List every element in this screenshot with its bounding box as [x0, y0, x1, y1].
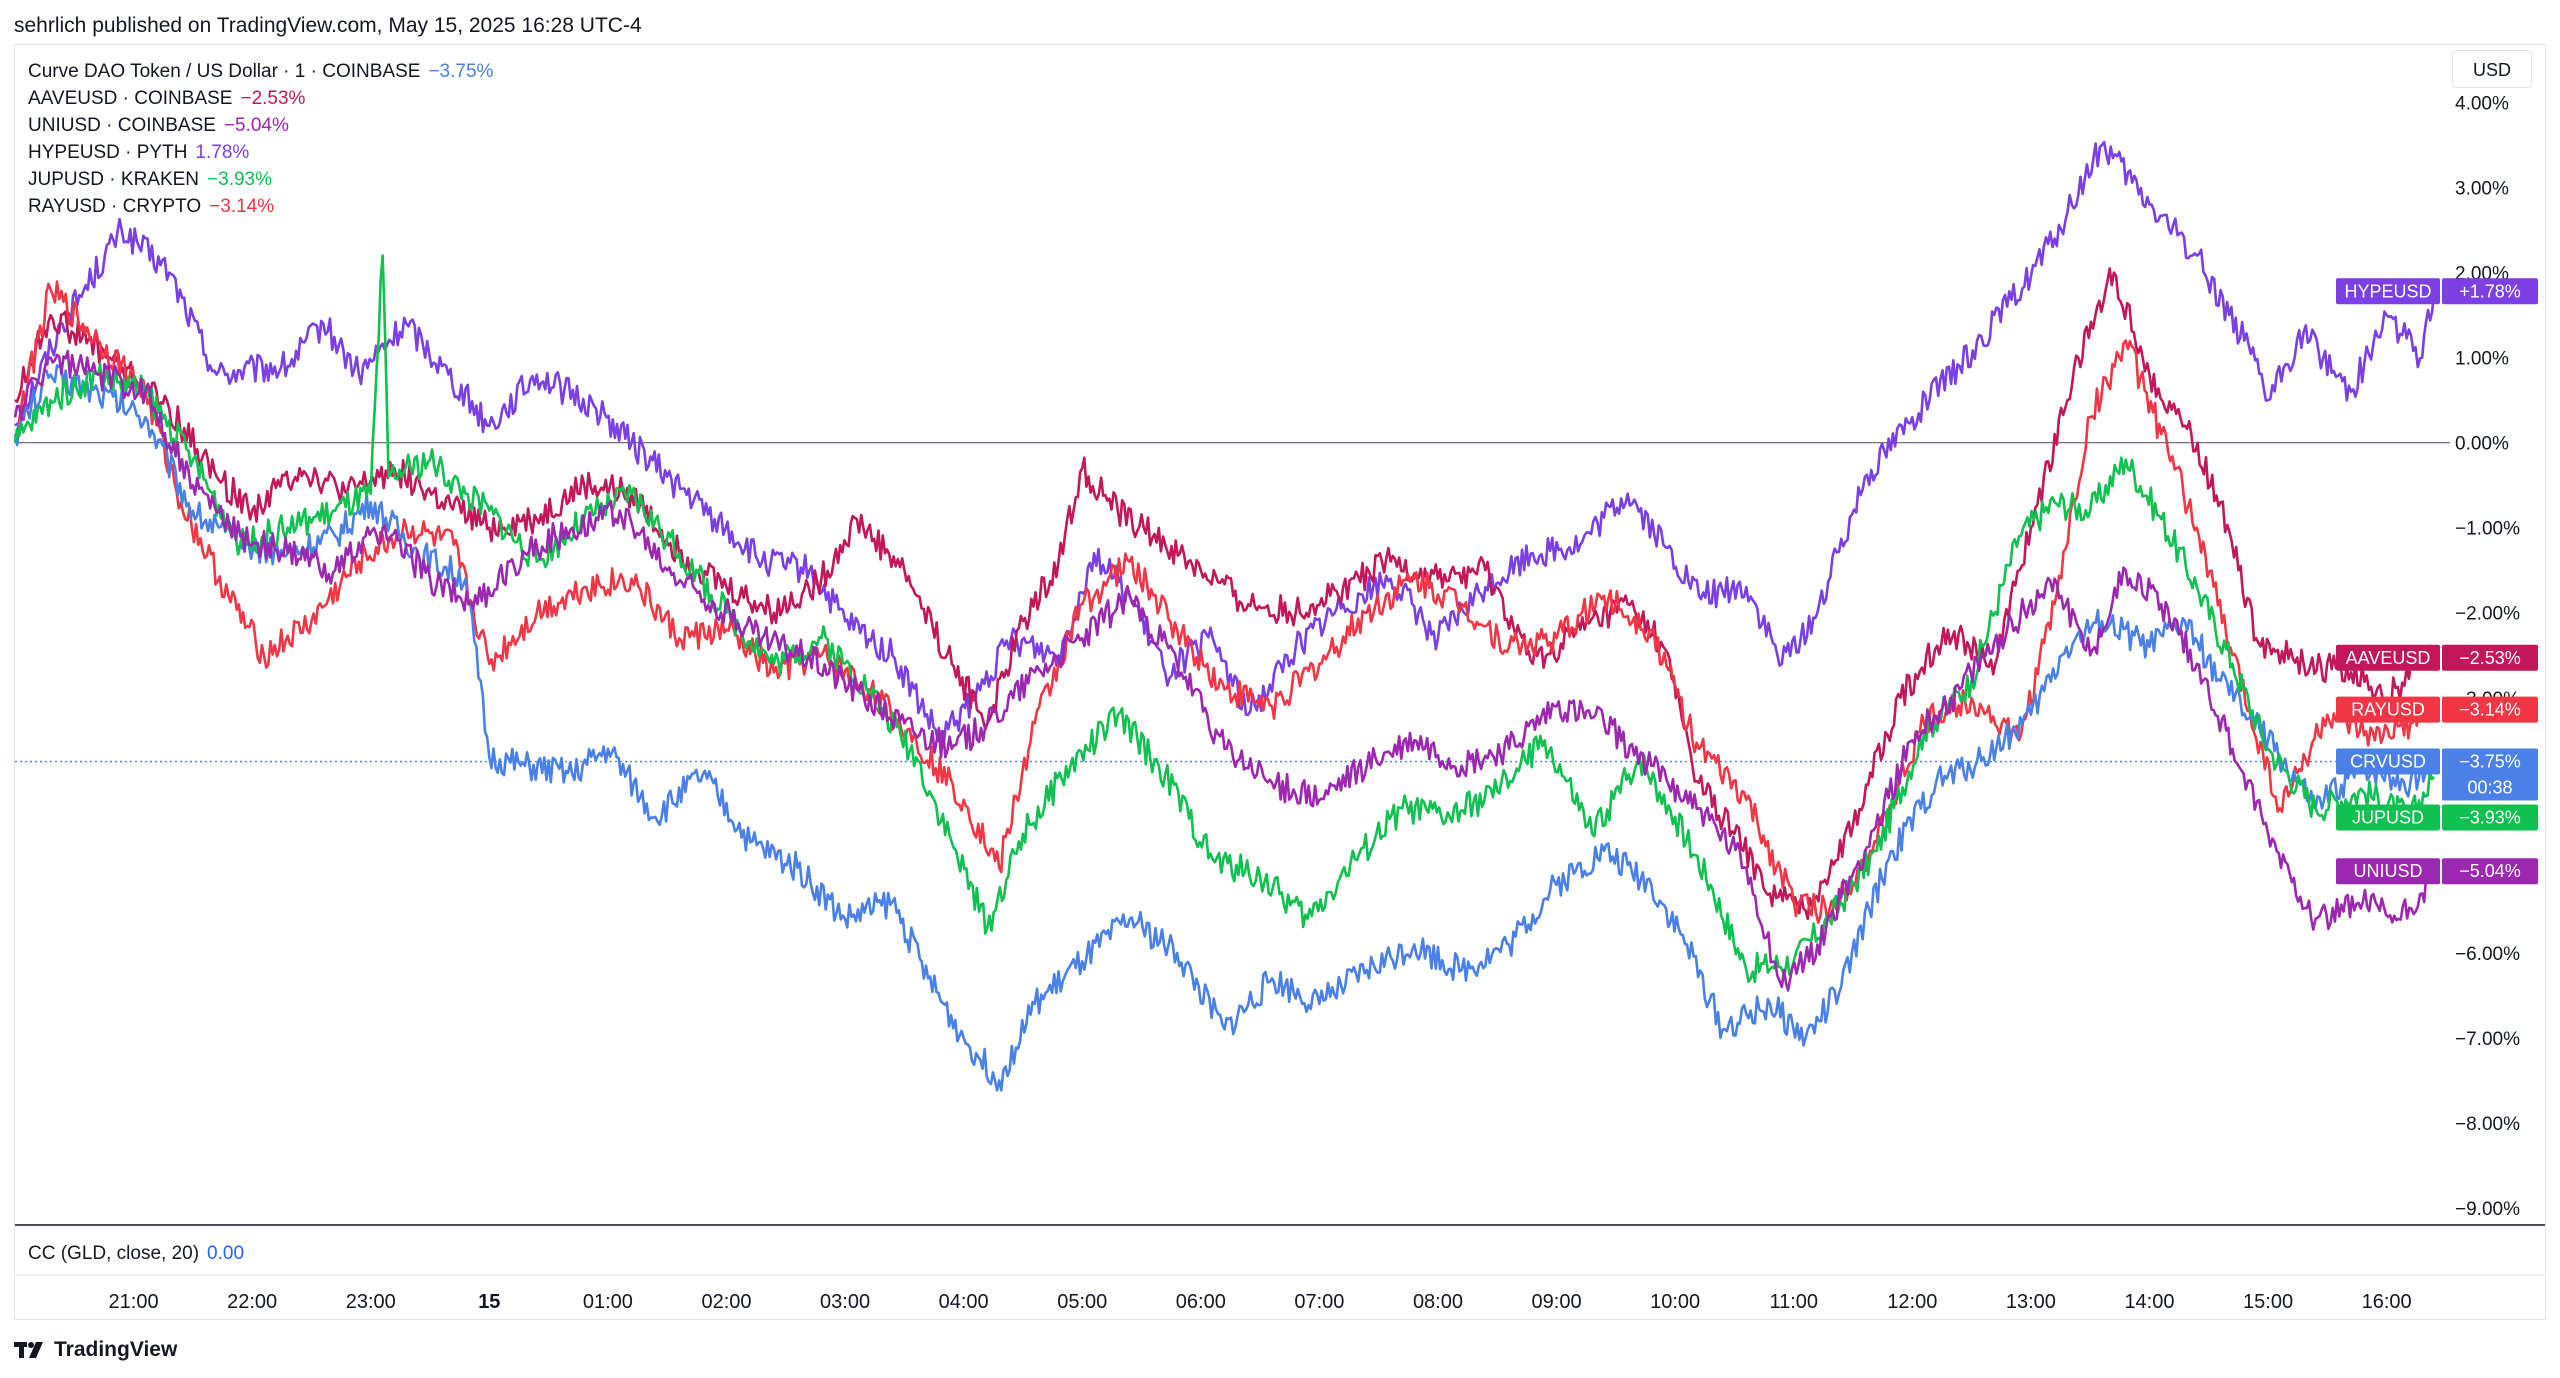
price-tag-value: +1.78%	[2459, 281, 2521, 301]
brand-name: TradingView	[54, 1338, 178, 1361]
legend-row[interactable]: RAYUSD · CRYPTO −3.14%	[28, 193, 493, 220]
y-tick-label: −2.00%	[2455, 604, 2520, 625]
series-line-uniusd	[13, 349, 2436, 992]
x-tick-label: 03:00	[820, 1291, 870, 1313]
x-tick-label: 04:00	[939, 1291, 989, 1313]
price-tag-value-bg	[2442, 644, 2538, 671]
x-tick-label: 07:00	[1294, 1291, 1344, 1313]
y-tick-label: 1.00%	[2455, 349, 2509, 370]
legend-change: −3.75%	[428, 61, 494, 82]
legend-symbol: AAVEUSD · COINBASE	[28, 88, 233, 109]
y-tick-label: 0.00%	[2455, 434, 2509, 455]
series-line-aaveusd	[14, 267, 2436, 921]
price-tag-value: −3.75%	[2459, 752, 2521, 772]
x-tick-label: 13:00	[2006, 1291, 2056, 1313]
x-tick-label: 15:00	[2243, 1291, 2293, 1313]
series-line-hypeusd	[14, 140, 2436, 743]
price-tag-name: HYPEUSD	[2344, 281, 2431, 301]
price-tag-name: JUPUSD	[2352, 808, 2424, 828]
price-tag-value-bg	[2442, 804, 2538, 831]
currency-button[interactable]: USD	[2452, 50, 2532, 88]
x-tick-label: 23:00	[346, 1291, 396, 1313]
y-tick-label: 4.00%	[2455, 94, 2509, 115]
bar-countdown: 00:38	[2467, 778, 2512, 798]
price-tag-jupusd: JUPUSD −3.93%	[2336, 804, 2538, 831]
price-tag-name-bg	[2336, 858, 2440, 885]
legend-change: −5.04%	[223, 115, 289, 136]
y-tick-label: −1.00%	[2455, 519, 2520, 540]
x-tick-label: 16:00	[2362, 1291, 2412, 1313]
x-tick-label: 05:00	[1057, 1291, 1107, 1313]
price-tag-value-bg	[2442, 748, 2538, 801]
legend-row[interactable]: Curve DAO Token / US Dollar · 1 · COINBA…	[28, 58, 493, 85]
price-tag-value: −3.93%	[2459, 808, 2521, 828]
price-tags: HYPEUSD +1.78% AAVEUSD −2.53% RAYUSD −3.14% CR…	[2336, 278, 2538, 885]
y-tick-label: −8.00%	[2455, 1114, 2520, 1135]
price-tag-value-bg	[2442, 278, 2538, 305]
x-tick-label: 08:00	[1413, 1291, 1463, 1313]
tradingview-brand: TradingView	[14, 1338, 177, 1362]
price-tag-value: −2.53%	[2459, 648, 2521, 668]
y-tick-label: −7.00%	[2455, 1029, 2520, 1050]
series-legend: Curve DAO Token / US Dollar · 1 · COINBA…	[28, 58, 493, 220]
y-tick-label: 3.00%	[2455, 179, 2509, 200]
chart-series	[13, 140, 2436, 1092]
price-tag-uniusd: UNIUSD −5.04%	[2336, 858, 2538, 885]
legend-row[interactable]: AAVEUSD · COINBASE −2.53%	[28, 85, 493, 112]
x-tick-label: 06:00	[1176, 1291, 1226, 1313]
chart-grid	[15, 442, 2545, 1276]
series-line-rayusd	[14, 280, 2436, 924]
x-tick-label: 01:00	[583, 1291, 633, 1313]
legend-row[interactable]: HYPEUSD · PYTH 1.78%	[28, 139, 493, 166]
price-tag-name-bg	[2336, 696, 2440, 723]
price-tag-rayusd: RAYUSD −3.14%	[2336, 696, 2538, 723]
legend-symbol: HYPEUSD · PYTH	[28, 142, 188, 163]
price-tag-name-bg	[2336, 804, 2440, 831]
chart-axes: 4.00%3.00%2.00%1.00%0.00%−1.00%−2.00%−3.…	[109, 94, 2521, 1313]
price-tag-crvusd: CRVUSD −3.75% 00:38	[2336, 748, 2538, 801]
legend-change: −3.14%	[209, 196, 275, 217]
price-tag-name: AAVEUSD	[2346, 648, 2431, 668]
x-tick-label: 02:00	[701, 1291, 751, 1313]
x-tick-label: 12:00	[1887, 1291, 1937, 1313]
x-tick-label: 14:00	[2124, 1291, 2174, 1313]
price-tag-name: CRVUSD	[2350, 752, 2426, 772]
price-tag-name-bg	[2336, 278, 2440, 305]
price-tag-value-bg	[2442, 858, 2538, 885]
legend-row[interactable]: UNIUSD · COINBASE −5.04%	[28, 112, 493, 139]
legend-change: 1.78%	[195, 142, 250, 163]
price-tag-name: UNIUSD	[2353, 861, 2422, 881]
tradingview-logo-icon	[14, 1342, 43, 1358]
x-tick-label: 21:00	[109, 1291, 159, 1313]
published-note: sehrlich published on TradingView.com, M…	[14, 14, 642, 37]
y-tick-label: −6.00%	[2455, 944, 2520, 965]
x-tick-label: 11:00	[1769, 1291, 1818, 1313]
price-tag-hypeusd: HYPEUSD +1.78%	[2336, 278, 2538, 305]
x-tick-label: 22:00	[227, 1291, 277, 1313]
legend-symbol: RAYUSD · CRYPTO	[28, 196, 202, 217]
legend-symbol: Curve DAO Token / US Dollar · 1 · COINBA…	[28, 61, 421, 82]
price-tag-value-bg	[2442, 696, 2538, 723]
x-tick-label: 10:00	[1650, 1291, 1700, 1313]
x-tick-label: 09:00	[1532, 1291, 1582, 1313]
legend-change: −3.93%	[207, 169, 273, 190]
price-tag-name-bg	[2336, 748, 2440, 775]
indicator-label: CC (GLD, close, 20)	[28, 1243, 200, 1264]
price-tag-value: −5.04%	[2459, 861, 2521, 881]
series-line-jupusd	[13, 254, 2436, 984]
legend-change: −2.53%	[240, 88, 306, 109]
legend-row[interactable]: JUPUSD · KRAKEN −3.93%	[28, 166, 493, 193]
legend-symbol: JUPUSD · KRAKEN	[28, 169, 200, 190]
legend-symbol: UNIUSD · COINBASE	[28, 115, 216, 136]
price-tag-name-bg	[2336, 644, 2440, 671]
y-tick-label: −9.00%	[2455, 1199, 2520, 1220]
chart-frame[interactable]	[14, 44, 2546, 1320]
indicator-value: 0.00	[207, 1243, 245, 1264]
price-tag-value: −3.14%	[2459, 700, 2521, 720]
x-tick-label: 15	[478, 1291, 500, 1313]
price-tag-aaveusd: AAVEUSD −2.53%	[2336, 644, 2538, 671]
price-tag-name: RAYUSD	[2351, 700, 2425, 720]
indicator-legend[interactable]: CC (GLD, close, 20) 0.00	[28, 1243, 244, 1265]
